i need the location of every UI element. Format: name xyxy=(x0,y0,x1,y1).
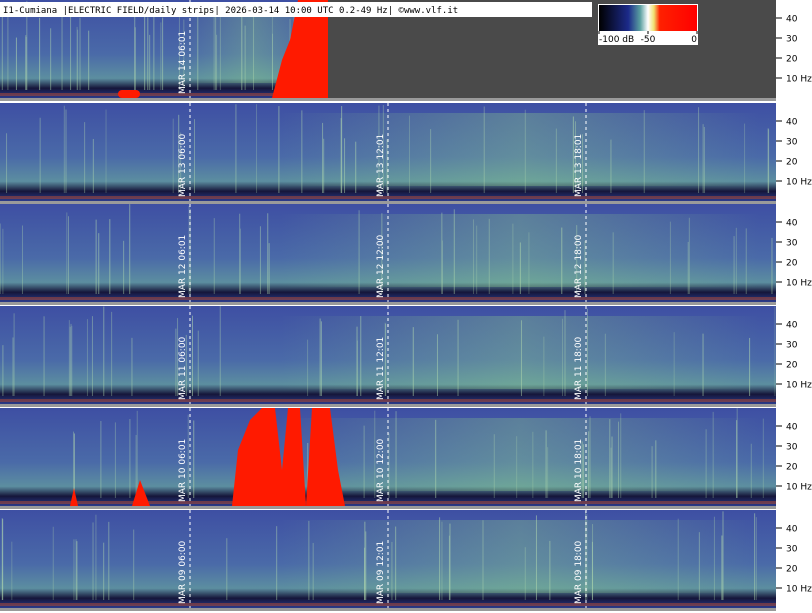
frequency-tick-label: 20 xyxy=(786,463,798,473)
strip-separator xyxy=(0,201,776,204)
frequency-tick-label: 10 Hz xyxy=(786,483,812,493)
time-label: MAR 13 18:01 xyxy=(574,134,584,197)
frequency-tick-label: 20 xyxy=(786,565,798,575)
time-label: MAR 12 18:00 xyxy=(574,234,584,298)
colorbar-ticks: -100 dB -50 0 xyxy=(598,31,698,45)
frequency-tick-label: 10 Hz xyxy=(786,75,812,85)
frequency-tick-label: 30 xyxy=(786,341,798,351)
strip-separator xyxy=(0,98,776,101)
strip-separator xyxy=(0,302,776,305)
spectrogram-glow xyxy=(280,520,760,593)
frequency-tick-label: 30 xyxy=(786,35,798,45)
time-label: MAR 11 06:00 xyxy=(178,336,188,400)
saturation xyxy=(118,90,140,98)
time-label: MAR 09 06:00 xyxy=(178,540,188,604)
frequency-tick-label: 40 xyxy=(786,15,798,25)
frequency-tick-label: 20 xyxy=(786,361,798,371)
strip-separator xyxy=(0,608,776,611)
saturation xyxy=(70,480,150,506)
frequency-tick-label: 30 xyxy=(786,545,798,555)
strip-separator xyxy=(0,506,776,509)
frequency-tick-label: 30 xyxy=(786,239,798,249)
header-bg xyxy=(0,2,592,17)
colorbar-tick-label: 0 xyxy=(691,35,697,45)
noise-floor xyxy=(0,93,328,96)
frequency-tick-label: 40 xyxy=(786,321,798,331)
frequency-tick-label: 30 xyxy=(786,443,798,453)
time-label: MAR 11 18:00 xyxy=(574,336,584,400)
saturation xyxy=(272,0,328,98)
noise-floor xyxy=(0,196,776,199)
time-label: MAR 10 18:01 xyxy=(574,439,584,502)
time-label: MAR 11 12:01 xyxy=(376,337,386,400)
spectrogram-glow xyxy=(280,418,760,491)
colorbar-tick-label: -50 xyxy=(641,35,656,45)
frequency-tick-label: 20 xyxy=(786,259,798,269)
saturation xyxy=(306,408,345,506)
noise-floor xyxy=(0,297,776,300)
time-label: MAR 10 12:00 xyxy=(376,438,386,502)
frequency-tick-label: 30 xyxy=(786,138,798,148)
noise-floor xyxy=(0,399,776,402)
time-label: MAR 13 12:01 xyxy=(376,134,386,197)
frequency-tick-label: 10 Hz xyxy=(786,178,812,188)
time-label: MAR 12 12:00 xyxy=(376,234,386,298)
time-label: MAR 09 12:01 xyxy=(376,541,386,604)
time-label: MAR 09 18:00 xyxy=(574,540,584,604)
frequency-tick-label: 10 Hz xyxy=(786,279,812,289)
noise-floor xyxy=(0,501,776,504)
noise-floor xyxy=(0,603,776,606)
frequency-tick-label: 40 xyxy=(786,219,798,229)
frequency-tick-label: 40 xyxy=(786,423,798,433)
frequency-tick-label: 20 xyxy=(786,55,798,65)
header-title: I1-Cumiana |ELECTRIC FIELD/daily strips|… xyxy=(3,6,458,16)
spectrogram-glow xyxy=(280,113,760,186)
strip-separator xyxy=(0,404,776,407)
frequency-tick-label: 10 Hz xyxy=(786,585,812,595)
colorbar xyxy=(599,5,697,31)
spectrogram-glow xyxy=(280,316,760,389)
frequency-tick-label: 40 xyxy=(786,525,798,535)
axis-area xyxy=(776,0,812,613)
time-label: MAR 14 06:01 xyxy=(178,31,188,94)
frequency-tick-label: 20 xyxy=(786,158,798,168)
frequency-tick-label: 40 xyxy=(786,118,798,128)
frequency-tick-label: 10 Hz xyxy=(786,381,812,391)
saturation xyxy=(232,408,306,506)
time-label: MAR 13 06:00 xyxy=(178,133,188,197)
time-label: MAR 10 06:01 xyxy=(178,439,188,502)
colorbar-tick-label: -100 dB xyxy=(599,35,634,45)
time-label: MAR 12 06:01 xyxy=(178,235,188,298)
